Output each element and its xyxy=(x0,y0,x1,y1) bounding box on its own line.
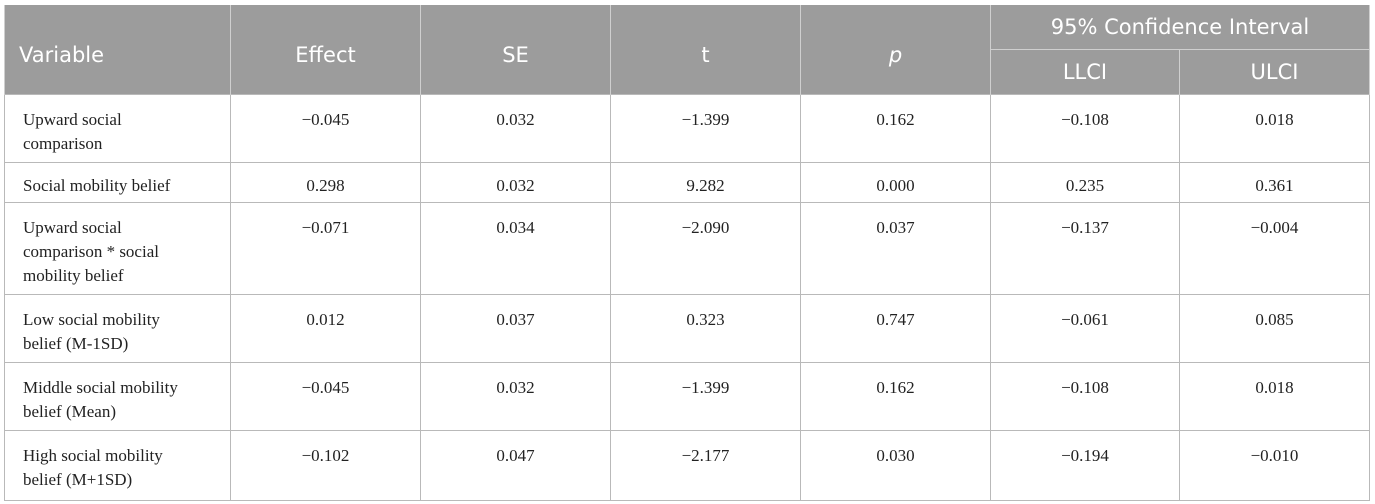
cell-t: −1.399 xyxy=(610,362,801,431)
cell-se: 0.034 xyxy=(420,202,611,295)
header-p: p xyxy=(800,5,991,95)
header-llci: LLCI xyxy=(990,49,1180,95)
cell-t: −2.177 xyxy=(610,430,801,501)
cell-p: 0.162 xyxy=(800,94,991,163)
cell-ulci: 0.018 xyxy=(1179,94,1370,163)
cell-ulci: 0.085 xyxy=(1179,294,1370,363)
cell-llci: 0.235 xyxy=(990,162,1180,203)
header-ulci: ULCI xyxy=(1179,49,1370,95)
cell-variable: Low social mobility belief (M-1SD) xyxy=(4,294,231,363)
cell-effect: −0.045 xyxy=(230,362,421,431)
cell-variable: Upward social comparison * social mobili… xyxy=(4,202,231,295)
cell-llci: −0.108 xyxy=(990,362,1180,431)
header-effect: Effect xyxy=(230,5,421,95)
header-se: SE xyxy=(420,5,611,95)
cell-se: 0.032 xyxy=(420,162,611,203)
table-row: Upward social comparison −0.045 0.032 −1… xyxy=(4,94,1370,163)
cell-t: 9.282 xyxy=(610,162,801,203)
cell-p: 0.747 xyxy=(800,294,991,363)
results-table: Variable Effect SE t p 95% Confidence In… xyxy=(4,5,1370,501)
cell-llci: −0.108 xyxy=(990,94,1180,163)
cell-se: 0.037 xyxy=(420,294,611,363)
cell-effect: 0.012 xyxy=(230,294,421,363)
cell-effect: −0.071 xyxy=(230,202,421,295)
cell-variable: Upward social comparison xyxy=(4,94,231,163)
cell-variable: High social mobility belief (M+1SD) xyxy=(4,430,231,501)
cell-p: 0.162 xyxy=(800,362,991,431)
cell-llci: −0.194 xyxy=(990,430,1180,501)
table-row: Middle social mobility belief (Mean) −0.… xyxy=(4,362,1370,431)
cell-variable: Middle social mobility belief (Mean) xyxy=(4,362,231,431)
cell-t: 0.323 xyxy=(610,294,801,363)
table-row: Upward social comparison * social mobili… xyxy=(4,202,1370,295)
cell-t: −2.090 xyxy=(610,202,801,295)
cell-se: 0.047 xyxy=(420,430,611,501)
header-row: Variable Effect SE t p 95% Confidence In… xyxy=(4,5,1370,95)
cell-p: 0.000 xyxy=(800,162,991,203)
cell-variable: Social mobility belief xyxy=(4,162,231,203)
cell-p: 0.030 xyxy=(800,430,991,501)
header-t: t xyxy=(610,5,801,95)
cell-ulci: 0.361 xyxy=(1179,162,1370,203)
cell-ulci: 0.018 xyxy=(1179,362,1370,431)
cell-p: 0.037 xyxy=(800,202,991,295)
header-confidence-interval: 95% Confidence Interval xyxy=(990,5,1370,50)
cell-llci: −0.137 xyxy=(990,202,1180,295)
header-subrow: LLCI ULCI xyxy=(5,49,1370,95)
cell-effect: −0.102 xyxy=(230,430,421,501)
table-row: High social mobility belief (M+1SD) −0.1… xyxy=(4,430,1370,501)
cell-ulci: −0.004 xyxy=(1179,202,1370,295)
cell-effect: −0.045 xyxy=(230,94,421,163)
cell-effect: 0.298 xyxy=(230,162,421,203)
header-variable: Variable xyxy=(4,5,231,95)
cell-ulci: −0.010 xyxy=(1179,430,1370,501)
table-header: Variable Effect SE t p 95% Confidence In… xyxy=(4,5,1370,95)
table-row: Low social mobility belief (M-1SD) 0.012… xyxy=(4,294,1370,363)
cell-llci: −0.061 xyxy=(990,294,1180,363)
table-body: Upward social comparison −0.045 0.032 −1… xyxy=(4,94,1370,501)
cell-se: 0.032 xyxy=(420,362,611,431)
cell-t: −1.399 xyxy=(610,94,801,163)
table-row: Social mobility belief 0.298 0.032 9.282… xyxy=(4,162,1370,203)
cell-se: 0.032 xyxy=(420,94,611,163)
